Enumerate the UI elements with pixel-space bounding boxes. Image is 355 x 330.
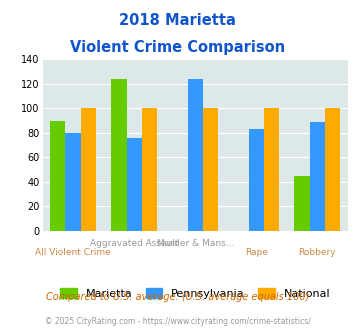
Text: Compared to U.S. average. (U.S. average equals 100): Compared to U.S. average. (U.S. average … xyxy=(46,292,309,302)
Text: Violent Crime Comparison: Violent Crime Comparison xyxy=(70,40,285,54)
Text: Murder & Mans...: Murder & Mans... xyxy=(157,239,234,248)
Bar xyxy=(294,176,310,231)
Bar xyxy=(81,109,96,231)
Bar xyxy=(188,79,203,231)
Bar xyxy=(248,129,264,231)
Bar xyxy=(310,122,325,231)
Bar xyxy=(111,79,126,231)
Text: Rape: Rape xyxy=(245,248,268,257)
Bar xyxy=(325,109,340,231)
Bar xyxy=(142,109,157,231)
Legend: Marietta, Pennsylvania, National: Marietta, Pennsylvania, National xyxy=(60,288,331,299)
Text: Robbery: Robbery xyxy=(299,248,336,257)
Bar xyxy=(126,138,142,231)
Text: Aggravated Assault: Aggravated Assault xyxy=(90,239,179,248)
Bar xyxy=(50,121,66,231)
Text: 2018 Marietta: 2018 Marietta xyxy=(119,13,236,28)
Text: © 2025 CityRating.com - https://www.cityrating.com/crime-statistics/: © 2025 CityRating.com - https://www.city… xyxy=(45,317,310,326)
Bar xyxy=(203,109,218,231)
Text: All Violent Crime: All Violent Crime xyxy=(35,248,111,257)
Bar xyxy=(264,109,279,231)
Bar xyxy=(66,133,81,231)
